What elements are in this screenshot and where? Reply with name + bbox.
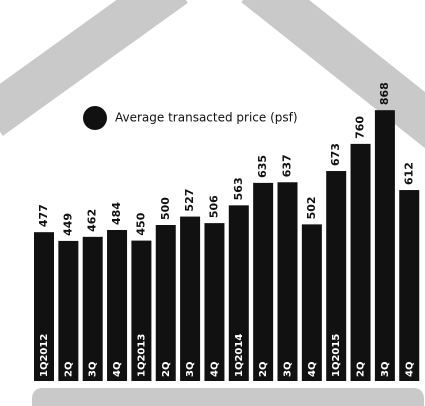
bar bbox=[374, 110, 395, 382]
value-label: 502 bbox=[305, 196, 318, 219]
bar bbox=[58, 240, 79, 381]
value-label: 612 bbox=[402, 162, 415, 185]
legend-label: Average transacted price (psf) bbox=[115, 111, 298, 125]
bar bbox=[204, 223, 225, 381]
value-label: 449 bbox=[61, 213, 74, 236]
value-label: 673 bbox=[329, 143, 342, 166]
value-label: 506 bbox=[207, 195, 220, 218]
value-label: 760 bbox=[354, 116, 367, 139]
bar bbox=[301, 224, 322, 381]
x-tick-label: 1Q2013 bbox=[136, 334, 147, 377]
bar bbox=[180, 216, 201, 381]
x-tick-label: 3Q bbox=[185, 362, 196, 377]
bar bbox=[155, 225, 176, 381]
x-tick-label: 3Q bbox=[380, 362, 391, 377]
x-tick-label: 4Q bbox=[404, 362, 415, 377]
x-tick-label: 4Q bbox=[209, 362, 220, 377]
bar bbox=[277, 182, 298, 381]
value-label: 868 bbox=[378, 82, 391, 105]
value-label: 563 bbox=[232, 177, 245, 200]
value-label: 477 bbox=[37, 204, 50, 227]
value-label: 462 bbox=[86, 209, 99, 232]
value-label: 450 bbox=[134, 212, 147, 235]
value-label: 635 bbox=[256, 155, 269, 178]
x-tick-label: 2Q bbox=[161, 362, 172, 377]
value-label: 637 bbox=[281, 154, 294, 177]
value-label: 500 bbox=[159, 197, 172, 220]
bar bbox=[326, 171, 347, 381]
bar bbox=[228, 205, 249, 381]
value-label: 484 bbox=[110, 202, 123, 225]
bar bbox=[82, 236, 103, 381]
bar bbox=[350, 143, 371, 381]
x-tick-label: 4Q bbox=[112, 362, 123, 377]
x-tick-label: 3Q bbox=[283, 362, 294, 377]
floor bbox=[32, 388, 424, 406]
x-tick-label: 1Q2012 bbox=[39, 334, 50, 377]
bar bbox=[34, 232, 54, 381]
x-tick-label: 4Q bbox=[307, 362, 318, 377]
x-tick-label: 2Q bbox=[356, 362, 367, 377]
bar bbox=[253, 182, 274, 381]
bar bbox=[131, 240, 152, 381]
x-tick-label: 2Q bbox=[258, 362, 269, 377]
bar bbox=[107, 229, 128, 381]
roof-right bbox=[241, 0, 425, 149]
x-tick-label: 2Q bbox=[63, 362, 74, 377]
x-tick-label: 1Q2014 bbox=[234, 334, 245, 377]
x-tick-label: 1Q2015 bbox=[331, 334, 342, 377]
legend-marker bbox=[83, 106, 107, 130]
x-tick-label: 3Q bbox=[88, 362, 99, 377]
value-label: 527 bbox=[183, 189, 196, 212]
bar bbox=[399, 190, 420, 381]
roof-left bbox=[0, 0, 188, 136]
